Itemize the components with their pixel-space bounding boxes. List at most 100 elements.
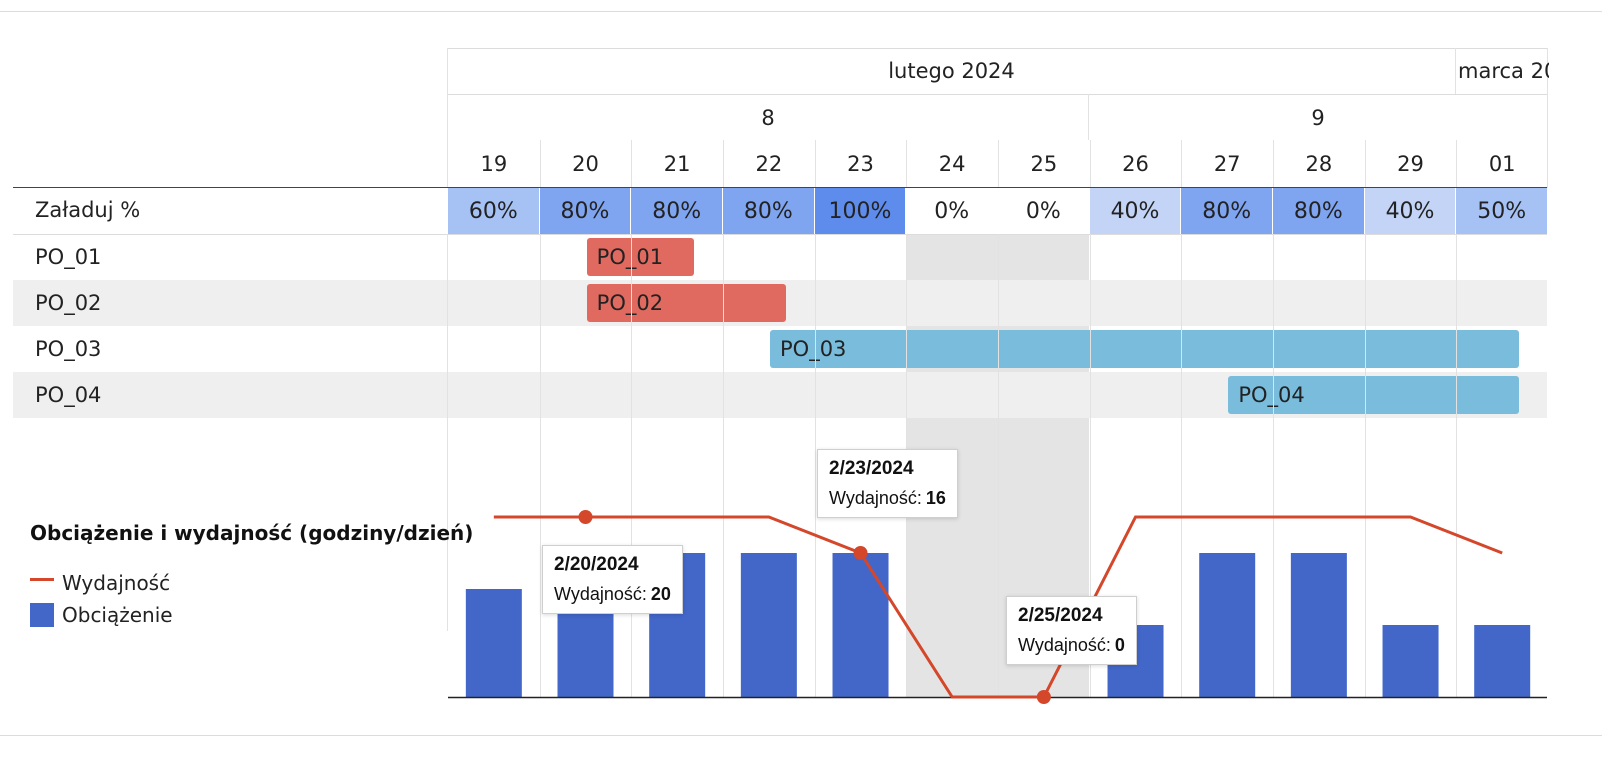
day-header-22: 22 — [755, 152, 783, 176]
load-bar-29[interactable] — [1382, 625, 1439, 697]
legend-item-capacity: Wydajność — [30, 571, 170, 595]
load-bar-27[interactable] — [1199, 553, 1256, 697]
header-bottom-border — [13, 187, 1547, 188]
chart-title: Obciążenie i wydajność (godziny/dzień) — [30, 521, 474, 545]
legend-label-capacity: Wydajność — [62, 571, 171, 595]
tooltip-date: 2/20/2024 — [554, 554, 639, 575]
day-header-25: 25 — [1030, 152, 1058, 176]
week-label-8: 8 — [761, 106, 775, 130]
day-header-28: 28 — [1305, 152, 1333, 176]
day-header-divider — [1090, 140, 1091, 188]
grid-line — [998, 234, 999, 697]
tooltip-value: 16 — [925, 488, 946, 508]
grid-line — [540, 234, 541, 697]
tooltip-label: Wydajność: — [1018, 635, 1111, 655]
legend-square-icon — [30, 603, 54, 627]
capacity-marker[interactable] — [1036, 690, 1051, 704]
day-header-divider — [1273, 140, 1274, 188]
grid-left-border — [447, 234, 448, 631]
load-bar-23[interactable] — [832, 553, 889, 697]
day-header-divider — [1456, 140, 1457, 188]
tooltip-2-20: 2/20/2024 Wydajność: 20 — [542, 545, 683, 614]
load-cell-25: 0% — [1025, 198, 1061, 224]
load-cell-01: 50% — [1456, 188, 1548, 234]
capacity-marker[interactable] — [578, 510, 593, 524]
tooltip-label: Wydajność: — [554, 584, 647, 604]
tooltip-label: Wydajność: — [829, 488, 922, 508]
load-cell-22: 80% — [723, 188, 814, 234]
row-label-po_02: PO_02 — [35, 291, 102, 315]
grid-line — [1456, 234, 1457, 697]
grid-line — [815, 234, 816, 697]
grid-line — [1090, 234, 1091, 697]
load-cell-20: 80% — [539, 188, 631, 234]
day-header-20: 20 — [572, 152, 599, 176]
load-bar-22[interactable] — [740, 553, 797, 697]
load-row-label: Załaduj % — [35, 198, 141, 222]
grid-line — [723, 234, 724, 697]
grid-line — [631, 234, 632, 697]
task-bar-po_04[interactable]: PO_04 — [1228, 376, 1520, 414]
load-cell-27: 80% — [1181, 188, 1273, 234]
row-label-po_04: PO_04 — [35, 383, 102, 407]
load-bar-19[interactable] — [465, 589, 522, 697]
month-label-feb: lutego 2024 — [888, 59, 1015, 83]
load-cell-21: 80% — [631, 188, 722, 234]
month-label-mar: marca 20 — [1458, 59, 1549, 83]
header-top-border — [448, 48, 1547, 49]
tooltip-date: 2/25/2024 — [1018, 605, 1103, 626]
capacity-line — [493, 515, 1503, 699]
task-bar-po_03[interactable]: PO_03 — [770, 330, 1520, 368]
grid-line — [1181, 234, 1182, 697]
day-header-01: 01 — [1488, 152, 1516, 176]
load-bar-28[interactable] — [1290, 553, 1347, 697]
tooltip-value: 20 — [650, 584, 671, 604]
day-header-divider — [815, 140, 816, 188]
row-label-po_03: PO_03 — [35, 337, 102, 361]
task-bar-po_01[interactable]: PO_01 — [586, 238, 695, 276]
month-split — [1455, 48, 1456, 94]
tooltip-2-25: 2/25/2024 Wydajność: 0 — [1006, 596, 1137, 665]
legend-line-icon — [30, 577, 54, 581]
day-header-19: 19 — [480, 152, 508, 176]
tooltip-2-23: 2/23/2024 Wydajność: 16 — [817, 449, 958, 518]
tooltip-value-line: Wydajność: 20 — [554, 584, 671, 605]
grid-line — [1273, 234, 1274, 697]
load-cell-29: 40% — [1364, 188, 1456, 234]
day-header-divider — [631, 140, 632, 188]
capacity-marker[interactable] — [853, 546, 868, 560]
day-header-divider — [1365, 140, 1366, 188]
task-bar-po_02[interactable]: PO_02 — [586, 284, 786, 322]
load-cell-24: 0% — [934, 198, 970, 224]
load-row-bottom-border — [13, 234, 1547, 235]
legend-label-load: Obciążenie — [62, 603, 173, 627]
day-header-27: 27 — [1213, 152, 1241, 176]
day-header-29: 29 — [1397, 152, 1424, 176]
load-cell-26: 40% — [1089, 188, 1181, 234]
week-split — [1088, 94, 1089, 140]
day-header-divider — [723, 140, 724, 188]
day-header-divider — [998, 140, 999, 188]
top-divider — [0, 11, 1602, 12]
grid-line — [1365, 234, 1366, 697]
load-cell-28: 80% — [1273, 188, 1364, 234]
tooltip-value-line: Wydajność: 16 — [829, 488, 946, 509]
tooltip-date: 2/23/2024 — [829, 458, 914, 479]
day-header-21: 21 — [663, 152, 691, 176]
tooltip-value-line: Wydajność: 0 — [1018, 635, 1125, 656]
week-label-9: 9 — [1311, 106, 1325, 130]
tooltip-value: 0 — [1114, 635, 1125, 655]
load-bar-01[interactable] — [1474, 625, 1531, 697]
load-cell-19: 60% — [448, 188, 539, 234]
header-left-border — [447, 48, 448, 188]
day-header-divider — [906, 140, 907, 188]
day-header-24: 24 — [938, 152, 966, 176]
day-header-26: 26 — [1122, 152, 1149, 176]
header-right-border — [1547, 48, 1548, 188]
day-header-23: 23 — [847, 152, 874, 176]
load-cell-23: 100% — [814, 188, 906, 234]
legend-item-load: Obciążenie — [30, 603, 173, 627]
bottom-divider — [0, 735, 1602, 736]
day-header-divider — [1181, 140, 1182, 188]
